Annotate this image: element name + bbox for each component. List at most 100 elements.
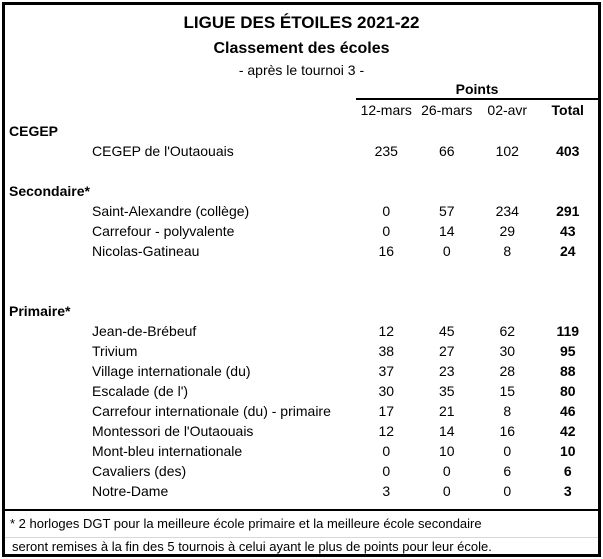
school-name: Trivium [92,343,138,359]
section-header-row: Primaire* [5,301,598,321]
points-value-3: 0 [503,443,512,459]
points-value-1: 0 [382,463,391,479]
school-name: Montessori de l'Outaouais [92,423,254,439]
points-value-1: 0 [382,203,391,219]
points-value-1: 17 [378,403,395,419]
table-row: Trivium 38 27 30 95 [5,341,598,361]
points-total: 24 [559,243,576,259]
table-row: Nicolas-Gatineau 16 0 8 24 [5,241,598,261]
points-value-3: 8 [503,243,512,259]
points-value-2: 10 [438,443,455,459]
points-total: 88 [559,363,576,379]
points-value-1: 3 [382,483,391,499]
points-value-2: 57 [438,203,455,219]
points-value-2: 66 [438,143,455,159]
table-row: CEGEP de l'Outaouais 235 66 102 403 [5,141,598,161]
points-header-spacer [5,80,356,100]
blank-spacer-row [5,161,598,181]
table-row: Montessori de l'Outaouais 12 14 16 42 [5,421,598,441]
points-value-3: 29 [499,223,516,239]
footnote-line-1: * 2 horloges DGT pour la meilleure école… [5,511,598,538]
points-value-2: 0 [442,243,451,259]
column-header-spacer [5,100,356,121]
points-value-3: 102 [495,143,519,159]
points-value-1: 235 [374,143,398,159]
points-value-1: 12 [378,423,395,439]
section-header-row: Secondaire* [5,181,598,201]
points-value-3: 15 [499,383,516,399]
table-row: Carrefour internationale (du) - primaire… [5,401,598,421]
school-name: Saint-Alexandre (collège) [92,203,250,219]
points-value-1: 38 [378,343,395,359]
points-value-3: 8 [503,403,512,419]
table-row: Saint-Alexandre (collège) 0 57 234 291 [5,201,598,221]
school-name: CEGEP de l'Outaouais [92,143,234,159]
points-total: 119 [556,323,580,339]
table-row: Cavaliers (des) 0 0 6 6 [5,461,598,481]
blank-spacer-row [5,261,598,281]
points-value-3: 6 [503,463,512,479]
school-name: Carrefour - polyvalente [92,223,235,239]
section-header-row: CEGEP [5,121,598,141]
table-row: Notre-Dame 3 0 0 3 [5,481,598,501]
table-row: Mont-bleu internationale 0 10 0 10 [5,441,598,461]
points-total: 6 [563,463,572,479]
points-value-2: 21 [438,403,455,419]
column-header-row: 12-mars 26-mars 02-avr Total [5,100,598,121]
section-label: Secondaire* [9,183,90,199]
points-value-3: 0 [503,483,512,499]
table-row: Village internationale (du) 37 23 28 88 [5,361,598,381]
school-name: Notre-Dame [92,483,169,499]
points-header-row: Points [5,80,598,100]
page-title: LIGUE DES ÉTOILES 2021-22 [183,13,420,32]
points-value-3: 30 [499,343,516,359]
points-total: 46 [559,403,576,419]
points-value-1: 12 [378,323,395,339]
points-value-2: 23 [438,363,455,379]
school-name: Escalade (de l') [92,383,189,399]
points-value-2: 0 [442,483,451,499]
points-value-3: 16 [499,423,516,439]
page-subtitle: Classement des écoles [213,40,390,57]
points-value-1: 0 [382,443,391,459]
standings-table-body: CEGEP CEGEP de l'Outaouais 235 66 102 403 Seco… [5,121,598,501]
table-row: Jean-de-Brébeuf 12 45 62 119 [5,321,598,341]
points-total: 3 [563,483,572,499]
section-label: CEGEP [9,123,59,139]
points-value-2: 14 [438,223,455,239]
points-total: 10 [559,443,576,459]
table-row: Escalade (de l') 30 35 15 80 [5,381,598,401]
table-row: Carrefour - polyvalente 0 14 29 43 [5,221,598,241]
school-name: Mont-bleu internationale [92,443,243,459]
column-header-total: Total [551,102,584,118]
points-value-3: 28 [499,363,516,379]
points-total: 43 [559,223,576,239]
tournament-status-line: - après le tournoi 3 - [238,62,365,78]
points-value-2: 14 [438,423,455,439]
points-value-2: 35 [438,383,455,399]
section-label: Primaire* [9,303,71,319]
school-name: Cavaliers (des) [92,463,187,479]
points-value-1: 37 [378,363,395,379]
points-total: 80 [559,383,576,399]
points-group-header: Points [356,80,598,100]
school-name: Nicolas-Gatineau [92,243,200,259]
footnote-line-2: seront remises à la fin des 5 tournois à… [12,539,492,554]
column-header-date-3: 02-avr [487,102,528,118]
school-name: Jean-de-Brébeuf [92,323,197,339]
points-value-3: 234 [495,203,519,219]
points-value-3: 62 [499,323,516,339]
points-value-1: 16 [378,243,395,259]
points-total: 95 [559,343,576,359]
footnote-block: * 2 horloges DGT pour la meilleure école… [5,509,598,554]
points-total: 403 [556,143,580,159]
column-header-date-2: 26-mars [421,102,473,118]
points-value-1: 30 [378,383,395,399]
points-value-2: 27 [438,343,455,359]
blank-spacer-row [5,281,598,301]
points-value-2: 45 [438,323,455,339]
pre-footnote-gap [5,501,598,509]
column-header-date-1: 12-mars [360,102,412,118]
points-total: 291 [556,203,580,219]
